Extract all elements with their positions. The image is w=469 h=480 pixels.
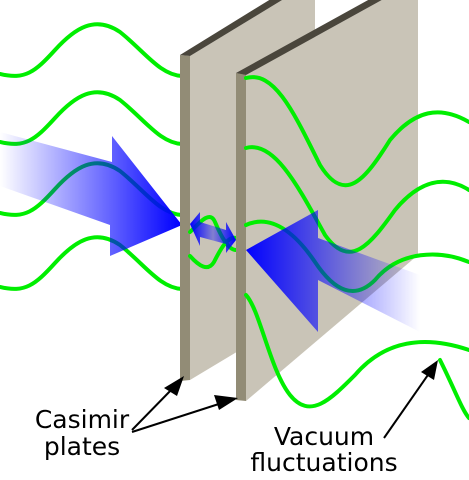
left-wave-1 <box>0 24 182 76</box>
vacuum-leader <box>384 372 430 438</box>
left-wave-4 <box>0 237 182 289</box>
casimir-plate-right <box>236 0 418 401</box>
vacuum-fluctuations-label-line2: fluctuations <box>250 448 397 477</box>
vacuum-fluctuations-label-line1: Vacuum <box>274 422 374 451</box>
left-wave-2 <box>0 92 182 144</box>
plates-leader-left <box>132 386 175 430</box>
vacuum-leader-head <box>421 360 438 380</box>
plates-leader-right-head <box>214 395 238 410</box>
casimir-plates-label-line1: Casimir <box>35 405 130 434</box>
right-wave-5 <box>440 360 469 418</box>
casimir-plates-label-line2: plates <box>44 432 120 461</box>
